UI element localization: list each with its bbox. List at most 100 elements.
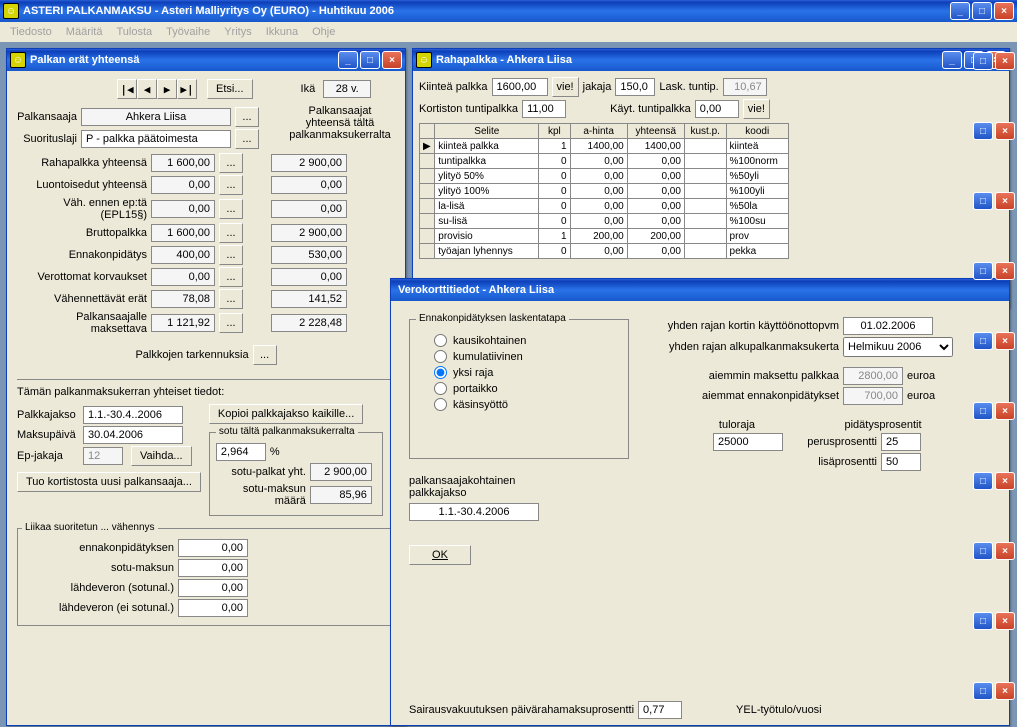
table-row[interactable]: ▶ kiinteä palkka 1 1400,00 1400,00 kiint… bbox=[420, 139, 789, 154]
jakaja-value[interactable]: 150,0 bbox=[615, 78, 655, 96]
radio-1[interactable] bbox=[434, 350, 447, 363]
grid-header[interactable]: Selite bbox=[435, 124, 539, 139]
menu-ohje[interactable]: Ohje bbox=[306, 24, 341, 40]
kortiston-label: Kortiston tuntipalkka bbox=[419, 103, 518, 115]
euroa-2: euroa bbox=[907, 390, 935, 402]
table-row[interactable]: ylityö 50% 0 0,00 0,00 %50yli bbox=[420, 169, 789, 184]
liikaa-value[interactable]: 0,00 bbox=[178, 539, 248, 557]
win1-minimize[interactable]: _ bbox=[338, 51, 358, 69]
grid-header[interactable]: koodi bbox=[726, 124, 788, 139]
mini10-close[interactable]: × bbox=[995, 682, 1015, 700]
mini5-restore[interactable]: □ bbox=[973, 332, 993, 350]
grid-header[interactable]: yhteensä bbox=[627, 124, 684, 139]
row-more[interactable]: ... bbox=[219, 289, 243, 309]
nav-prev[interactable]: ◀ bbox=[137, 79, 157, 99]
mini10-restore[interactable]: □ bbox=[973, 682, 993, 700]
tuloraja-value[interactable]: 25000 bbox=[713, 433, 783, 451]
maksupaiva-value[interactable]: 30.04.2006 bbox=[83, 426, 183, 444]
kayt-value[interactable]: 0,00 bbox=[695, 100, 739, 118]
kiintea-value[interactable]: 1600,00 bbox=[492, 78, 548, 96]
sotu-pct[interactable]: 2,964 bbox=[216, 443, 266, 461]
vaihda-button[interactable]: Vaihda... bbox=[131, 446, 192, 466]
mini6-restore[interactable]: □ bbox=[973, 402, 993, 420]
palkkojen-tark-button[interactable]: ... bbox=[253, 345, 277, 365]
menu-maarita[interactable]: Määritä bbox=[60, 24, 109, 40]
mini3-restore[interactable]: □ bbox=[973, 192, 993, 210]
mini9-restore[interactable]: □ bbox=[973, 612, 993, 630]
salary-grid[interactable]: Selitekpla-hintayhteensäkust.p.koodi ▶ k… bbox=[419, 123, 789, 259]
minimize-button[interactable]: _ bbox=[950, 2, 970, 20]
grid-header[interactable]: kust.p. bbox=[684, 124, 726, 139]
mini4-close[interactable]: × bbox=[995, 262, 1015, 280]
menu-tyovaihe[interactable]: Työvaihe bbox=[160, 24, 216, 40]
row-more[interactable]: ... bbox=[219, 153, 243, 173]
aiemmat-label: aiemmat ennakonpidätykset bbox=[649, 390, 839, 402]
menu-tiedosto[interactable]: Tiedosto bbox=[4, 24, 58, 40]
grid-header[interactable]: a-hinta bbox=[570, 124, 627, 139]
alku-select[interactable]: Helmikuu 2006 bbox=[843, 337, 953, 357]
row-more[interactable]: ... bbox=[219, 245, 243, 265]
radio-4[interactable] bbox=[434, 398, 447, 411]
table-row[interactable]: provisio 1 200,00 200,00 prov bbox=[420, 229, 789, 244]
perus-value[interactable]: 25 bbox=[881, 433, 921, 451]
kortiston-value[interactable]: 11,00 bbox=[522, 100, 566, 118]
radio-0[interactable] bbox=[434, 334, 447, 347]
grid-header[interactable]: kpl bbox=[539, 124, 570, 139]
tuo-kortistosta-button[interactable]: Tuo kortistosta uusi palkansaaja... bbox=[17, 472, 201, 492]
mini1-restore[interactable]: □ bbox=[973, 52, 993, 70]
age-label: Ikä bbox=[301, 83, 316, 95]
mini7-close[interactable]: × bbox=[995, 472, 1015, 490]
table-row[interactable]: tuntipalkka 0 0,00 0,00 %100norm bbox=[420, 154, 789, 169]
menu-tulosta[interactable]: Tulosta bbox=[110, 24, 158, 40]
table-row[interactable]: la-lisä 0 0,00 0,00 %50la bbox=[420, 199, 789, 214]
win1-close[interactable]: × bbox=[382, 51, 402, 69]
sairaus-value[interactable]: 0,77 bbox=[638, 701, 682, 719]
row-more[interactable]: ... bbox=[219, 199, 243, 219]
mini2-restore[interactable]: □ bbox=[973, 122, 993, 140]
nav-last[interactable]: ▶| bbox=[177, 79, 197, 99]
mini3-close[interactable]: × bbox=[995, 192, 1015, 210]
mini4-restore[interactable]: □ bbox=[973, 262, 993, 280]
lisa-value[interactable]: 50 bbox=[881, 453, 921, 471]
vie-button-2[interactable]: vie! bbox=[743, 99, 770, 119]
suorituslaji-value[interactable]: P - palkka päätoimesta bbox=[81, 130, 231, 148]
employee-more[interactable]: ... bbox=[235, 107, 259, 127]
radio-3[interactable] bbox=[434, 382, 447, 395]
liikaa-value[interactable]: 0,00 bbox=[178, 579, 248, 597]
kopioi-button[interactable]: Kopioi palkkajakso kaikille... bbox=[209, 404, 363, 424]
nav-first[interactable]: |◀ bbox=[117, 79, 137, 99]
row-more[interactable]: ... bbox=[219, 267, 243, 287]
mini1-close[interactable]: × bbox=[995, 52, 1015, 70]
row-more[interactable]: ... bbox=[219, 223, 243, 243]
table-row[interactable]: työajan lyhennys 0 0,00 0,00 pekka bbox=[420, 244, 789, 259]
employee-value[interactable]: Ahkera Liisa bbox=[81, 108, 231, 126]
menu-yritys[interactable]: Yritys bbox=[218, 24, 258, 40]
vie-button-1[interactable]: vie! bbox=[552, 77, 579, 97]
table-row[interactable]: ylityö 100% 0 0,00 0,00 %100yli bbox=[420, 184, 789, 199]
table-row[interactable]: su-lisä 0 0,00 0,00 %100su bbox=[420, 214, 789, 229]
suorituslaji-more[interactable]: ... bbox=[235, 129, 259, 149]
mini6-close[interactable]: × bbox=[995, 402, 1015, 420]
mini8-restore[interactable]: □ bbox=[973, 542, 993, 560]
mini7-restore[interactable]: □ bbox=[973, 472, 993, 490]
search-button[interactable]: Etsi... bbox=[207, 79, 253, 99]
palkkajakso-value[interactable]: 1.1.-30.4..2006 bbox=[83, 406, 183, 424]
row-more[interactable]: ... bbox=[219, 175, 243, 195]
yhden-rajan-value[interactable]: 01.02.2006 bbox=[843, 317, 933, 335]
mini5-close[interactable]: × bbox=[995, 332, 1015, 350]
ok-button[interactable]: OK bbox=[409, 545, 471, 565]
mini8-close[interactable]: × bbox=[995, 542, 1015, 560]
menu-ikkuna[interactable]: Ikkuna bbox=[260, 24, 304, 40]
win2-minimize[interactable]: _ bbox=[942, 51, 962, 69]
close-button[interactable]: × bbox=[994, 2, 1014, 20]
win1-maximize[interactable]: □ bbox=[360, 51, 380, 69]
palkkajakso-value[interactable]: 1.1.-30.4.2006 bbox=[409, 503, 539, 521]
liikaa-value[interactable]: 0,00 bbox=[178, 599, 248, 617]
mini2-close[interactable]: × bbox=[995, 122, 1015, 140]
nav-next[interactable]: ▶ bbox=[157, 79, 177, 99]
row-more[interactable]: ... bbox=[219, 313, 243, 333]
maximize-button[interactable]: □ bbox=[972, 2, 992, 20]
liikaa-value[interactable]: 0,00 bbox=[178, 559, 248, 577]
radio-2[interactable] bbox=[434, 366, 447, 379]
mini9-close[interactable]: × bbox=[995, 612, 1015, 630]
